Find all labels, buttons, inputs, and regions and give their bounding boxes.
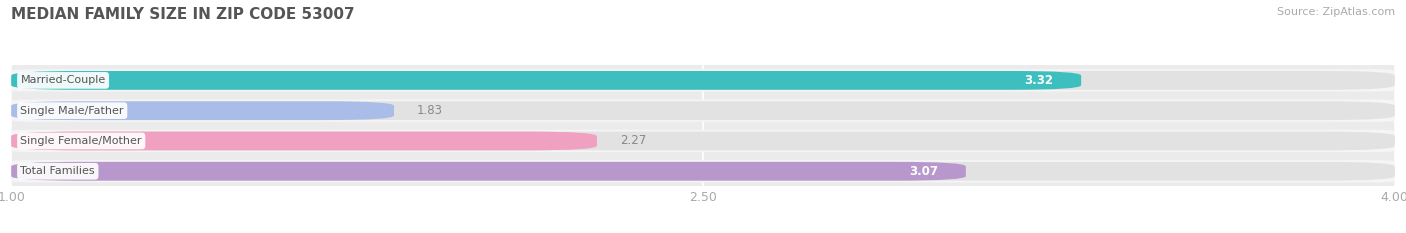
FancyBboxPatch shape — [11, 71, 1395, 90]
Text: 3.07: 3.07 — [910, 165, 938, 178]
Text: Married-Couple: Married-Couple — [21, 75, 105, 85]
FancyBboxPatch shape — [11, 130, 1395, 152]
Text: 2.27: 2.27 — [620, 134, 647, 147]
Text: MEDIAN FAMILY SIZE IN ZIP CODE 53007: MEDIAN FAMILY SIZE IN ZIP CODE 53007 — [11, 7, 354, 22]
FancyBboxPatch shape — [11, 132, 1395, 150]
FancyBboxPatch shape — [11, 101, 1395, 120]
Text: Single Male/Father: Single Male/Father — [21, 106, 124, 116]
Text: Source: ZipAtlas.com: Source: ZipAtlas.com — [1277, 7, 1395, 17]
Text: 3.32: 3.32 — [1025, 74, 1053, 87]
FancyBboxPatch shape — [11, 160, 1395, 182]
Text: Single Female/Mother: Single Female/Mother — [21, 136, 142, 146]
FancyBboxPatch shape — [11, 69, 1395, 92]
FancyBboxPatch shape — [11, 99, 1395, 122]
FancyBboxPatch shape — [11, 71, 1081, 90]
Text: Total Families: Total Families — [21, 166, 96, 176]
FancyBboxPatch shape — [11, 132, 598, 150]
Text: 1.83: 1.83 — [418, 104, 443, 117]
FancyBboxPatch shape — [11, 162, 966, 181]
FancyBboxPatch shape — [11, 101, 394, 120]
FancyBboxPatch shape — [11, 162, 1395, 181]
